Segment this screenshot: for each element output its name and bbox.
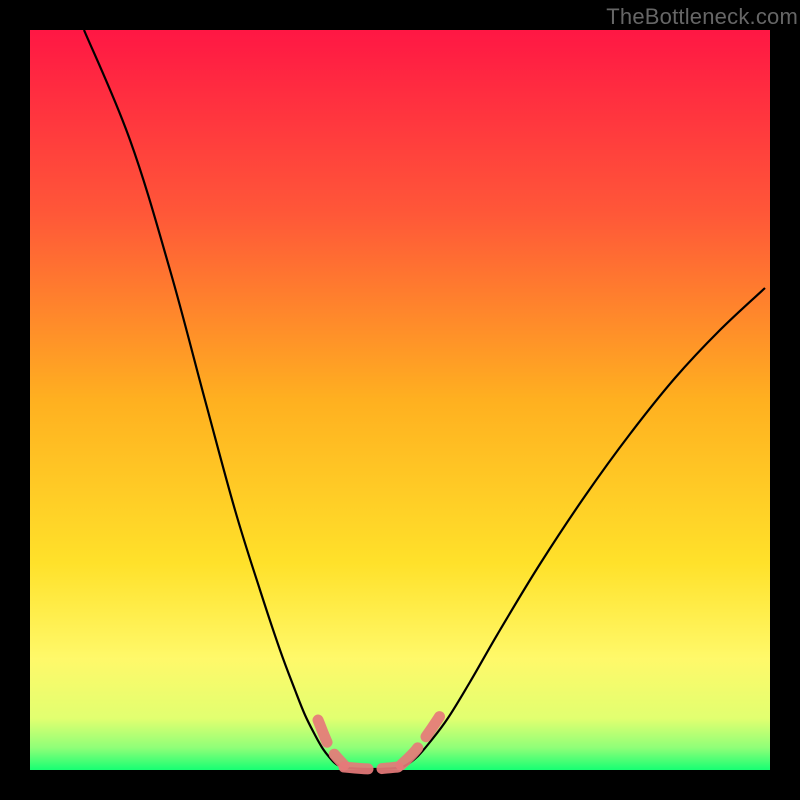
chart-frame: TheBottleneck.com: [0, 0, 800, 800]
watermark-text: TheBottleneck.com: [606, 4, 798, 30]
gradient-plot-area: [30, 30, 770, 770]
